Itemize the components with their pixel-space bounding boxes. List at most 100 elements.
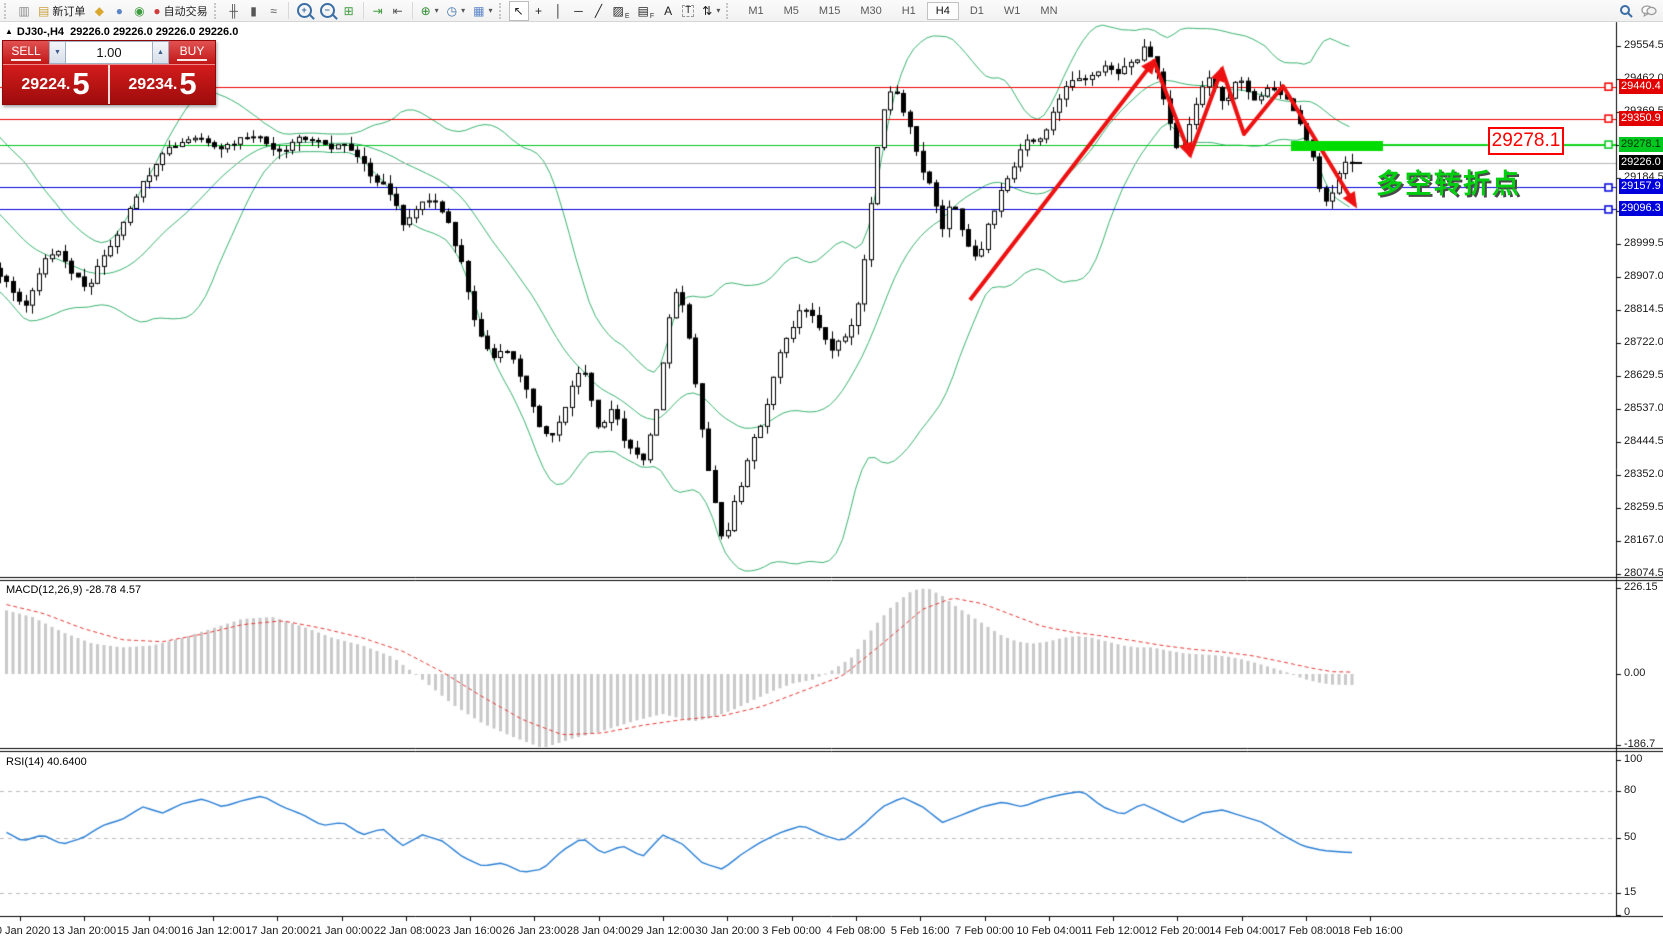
periods-button[interactable]: ◷ ▾ [443, 1, 470, 21]
autotrade-button[interactable]: ● 自动交易 [149, 1, 211, 21]
price-tick-label: 28722.0 [1624, 336, 1663, 348]
cursor-button[interactable]: ↖ [508, 0, 529, 21]
bar-chart-button[interactable]: ╫ [224, 1, 244, 21]
cursor-icon: ↖ [513, 3, 524, 18]
autotrade-label: 自动交易 [163, 5, 208, 18]
buy-button[interactable]: BUY [169, 41, 215, 64]
text-label-button[interactable]: T [678, 1, 698, 21]
price-tick-label: 28907.0 [1624, 270, 1663, 282]
sell-price-main: 29224 [21, 75, 66, 93]
tile-windows-button[interactable]: ⊞ [339, 1, 359, 21]
order-panel-prices: 29224. 5 29234. 5 [3, 64, 215, 104]
horizontal-line-button[interactable]: ─ [569, 1, 589, 21]
price-tag-annotation: 29278.1 [1488, 127, 1564, 155]
rsi-tick-label: 50 [1624, 831, 1637, 843]
timeframe-m30-button[interactable]: M30 [851, 2, 890, 20]
trendline-button[interactable]: ╱ [589, 1, 609, 21]
toolbar-separator [362, 2, 364, 19]
line-chart-button[interactable]: ≈ [264, 1, 284, 21]
toolbar-separator [411, 2, 413, 19]
price-level-label: 29226.0 [1619, 155, 1663, 171]
time-axis-label: 21 Jan 00:00 [309, 925, 374, 937]
price-tick-label: 28814.5 [1624, 303, 1663, 315]
macd-indicator-label: MACD(12,26,9) -28.78 4.57 [6, 584, 142, 596]
chart-shift-button[interactable]: ⇤ [388, 1, 408, 21]
market-watch-button[interactable]: ◆ [89, 1, 109, 21]
time-axis-label: 10 Feb 04:00 [1016, 925, 1082, 937]
macd-tick-label: 226.15 [1624, 581, 1658, 593]
signals-button[interactable]: ◉ [129, 1, 149, 21]
chat-button[interactable] [1637, 1, 1661, 21]
time-axis-label: 16 Jan 12:00 [181, 925, 245, 937]
zoom-in-button[interactable]: + [293, 1, 316, 21]
price-tick-label: 28352.0 [1624, 468, 1663, 480]
buy-underline [177, 59, 207, 61]
buy-price-pips: 5 [179, 66, 197, 102]
arrows-button[interactable]: ⇅ ▾ [698, 1, 724, 21]
search-icon [1620, 4, 1633, 18]
candlestick-chart-button[interactable]: ▮ [244, 1, 264, 21]
timeframe-group: M1 M5 M15 M30 H1 H4 D1 W1 MN [739, 1, 1066, 20]
crosshair-button[interactable]: + [529, 1, 549, 21]
buy-price-button[interactable]: 29234. 5 [110, 65, 215, 104]
one-click-trading-panel: SELL ▼ ▲ BUY 29224.5 29234.5 [2, 40, 216, 105]
community-button[interactable]: ● [109, 1, 129, 21]
templates-button[interactable]: ▦ ▾ [469, 1, 496, 21]
rsi-tick-label: 80 [1624, 784, 1637, 797]
sell-label: SELL [11, 44, 41, 58]
icon-subletter: E [624, 12, 630, 20]
timeframe-m5-button[interactable]: M5 [775, 2, 808, 20]
price-level-label: 29096.3 [1619, 201, 1663, 217]
timeframe-mn-button[interactable]: MN [1031, 2, 1066, 20]
timeframe-m15-button[interactable]: M15 [810, 2, 849, 20]
time-axis-label: 3 Feb 00:00 [762, 925, 821, 937]
search-button[interactable] [1615, 1, 1637, 21]
timeframe-h1-button[interactable]: H1 [893, 2, 925, 20]
equidistant-channel-button[interactable]: ▨ E [609, 1, 634, 21]
volume-increase-button[interactable]: ▲ [152, 41, 169, 64]
dropdown-caret-icon: ▾ [488, 6, 493, 15]
terminal-window-button[interactable]: ▥ [14, 1, 34, 21]
collapse-triangle-icon[interactable]: ▲ [5, 27, 13, 36]
vertical-line-button[interactable]: │ [549, 1, 569, 21]
main-toolbar: ▥ ▤ 新订单 ◆ ● ◉ ● 自动交易 ╫ ▮ ≈ + − ⊞ ⇥ ⇤ ⊕ ▾ ◷ ▾ ▦ ▾ ↖ + │ ─ ╱ ▨ E ▤ F A T ⇅ ▾… [0, 0, 1663, 22]
time-axis-label: 22 Jan 08:00 [373, 925, 438, 937]
toolbar-items: ▥ ▤ 新订单 ◆ ● ◉ ● 自动交易 ╫ ▮ ≈ + − ⊞ ⇥ ⇤ ⊕ ▾ ◷ ▾ ▦ ▾ ↖ + │ ─ ╱ ▨ E ▤ F A T ⇅ ▾… [2, 0, 1661, 21]
templates-icon: ▦ [473, 3, 485, 18]
dropdown-caret-icon: ▾ [434, 6, 439, 15]
sell-button[interactable]: SELL [3, 41, 49, 64]
timeframe-d1-button[interactable]: D1 [961, 2, 993, 20]
sell-price-button[interactable]: 29224. 5 [3, 65, 110, 104]
volume-input[interactable] [66, 42, 152, 63]
periods-icon: ◷ [446, 3, 458, 18]
signals-icon: ◉ [134, 3, 145, 18]
spin-down-icon: ▼ [54, 49, 61, 56]
price-tick-label: 29554.5 [1624, 39, 1663, 51]
price-level-label: 29278.1 [1619, 136, 1663, 152]
timeframe-w1-button[interactable]: W1 [995, 2, 1030, 20]
text-button[interactable]: A [658, 1, 678, 21]
trendline-icon: ╱ [594, 3, 603, 18]
price-tick-label: 28444.5 [1624, 435, 1663, 447]
new-order-icon: ▤ [38, 3, 50, 18]
chart-shift-icon: ⇤ [392, 3, 403, 18]
timeframe-m1-button[interactable]: M1 [739, 2, 772, 20]
rsi-tick-label: 100 [1624, 753, 1643, 765]
buy-price-sep: . [172, 75, 178, 93]
toolbar-separator [287, 2, 289, 19]
new-order-button[interactable]: ▤ 新订单 [34, 1, 89, 21]
timeframe-h4-button[interactable]: H4 [926, 1, 959, 20]
zoom-out-button[interactable]: − [316, 1, 339, 21]
time-axis-label: 17 Feb 08:00 [1273, 925, 1339, 937]
fibonacci-button[interactable]: ▤ F [634, 1, 659, 21]
price-tick-label: 28074.5 [1624, 567, 1663, 579]
rsi-indicator-label: RSI(14) 40.6400 [6, 756, 87, 768]
buy-price-main: 29234 [128, 75, 173, 93]
indicators-button[interactable]: ⊕ ▾ [417, 1, 443, 21]
price-level-label: 29350.9 [1619, 110, 1663, 126]
line-chart-icon: ≈ [270, 3, 277, 18]
auto-scroll-button[interactable]: ⇥ [368, 1, 388, 21]
volume-decrease-button[interactable]: ▼ [49, 41, 66, 64]
time-axis-label: 4 Feb 08:00 [826, 925, 886, 937]
